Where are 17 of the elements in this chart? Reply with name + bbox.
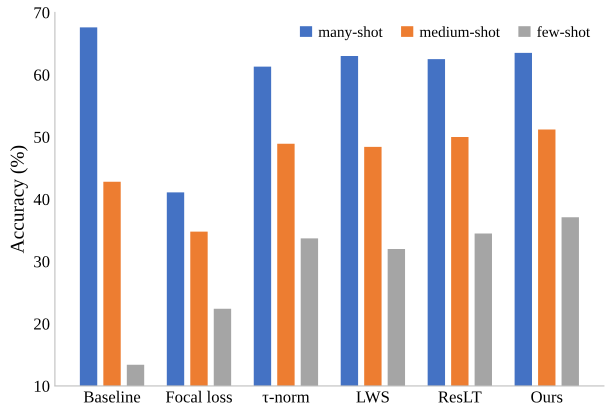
y-tick-label: 10 xyxy=(34,380,50,392)
x-tick-label: ResLT xyxy=(438,391,482,403)
x-tick-label: Ours xyxy=(531,391,562,403)
y-axis-title: Accuracy (%) xyxy=(10,146,28,254)
y-tick-label: 40 xyxy=(34,194,50,206)
x-tick-label: Focal loss xyxy=(166,390,232,403)
y-tick-label: 20 xyxy=(34,318,50,330)
y-tick-label: 50 xyxy=(34,132,50,143)
y-tick-label: 60 xyxy=(34,69,50,81)
legend-label: medium-shot xyxy=(420,26,500,38)
legend-label: few-shot xyxy=(537,26,590,38)
x-tick-label: Baseline xyxy=(84,390,140,403)
y-tick-label: 70 xyxy=(34,7,50,18)
y-tick-label: 30 xyxy=(34,256,50,268)
x-tick-label: τ-norm xyxy=(262,394,310,403)
legend-label: many-shot xyxy=(318,26,383,40)
x-tick-label: LWS xyxy=(356,391,389,403)
